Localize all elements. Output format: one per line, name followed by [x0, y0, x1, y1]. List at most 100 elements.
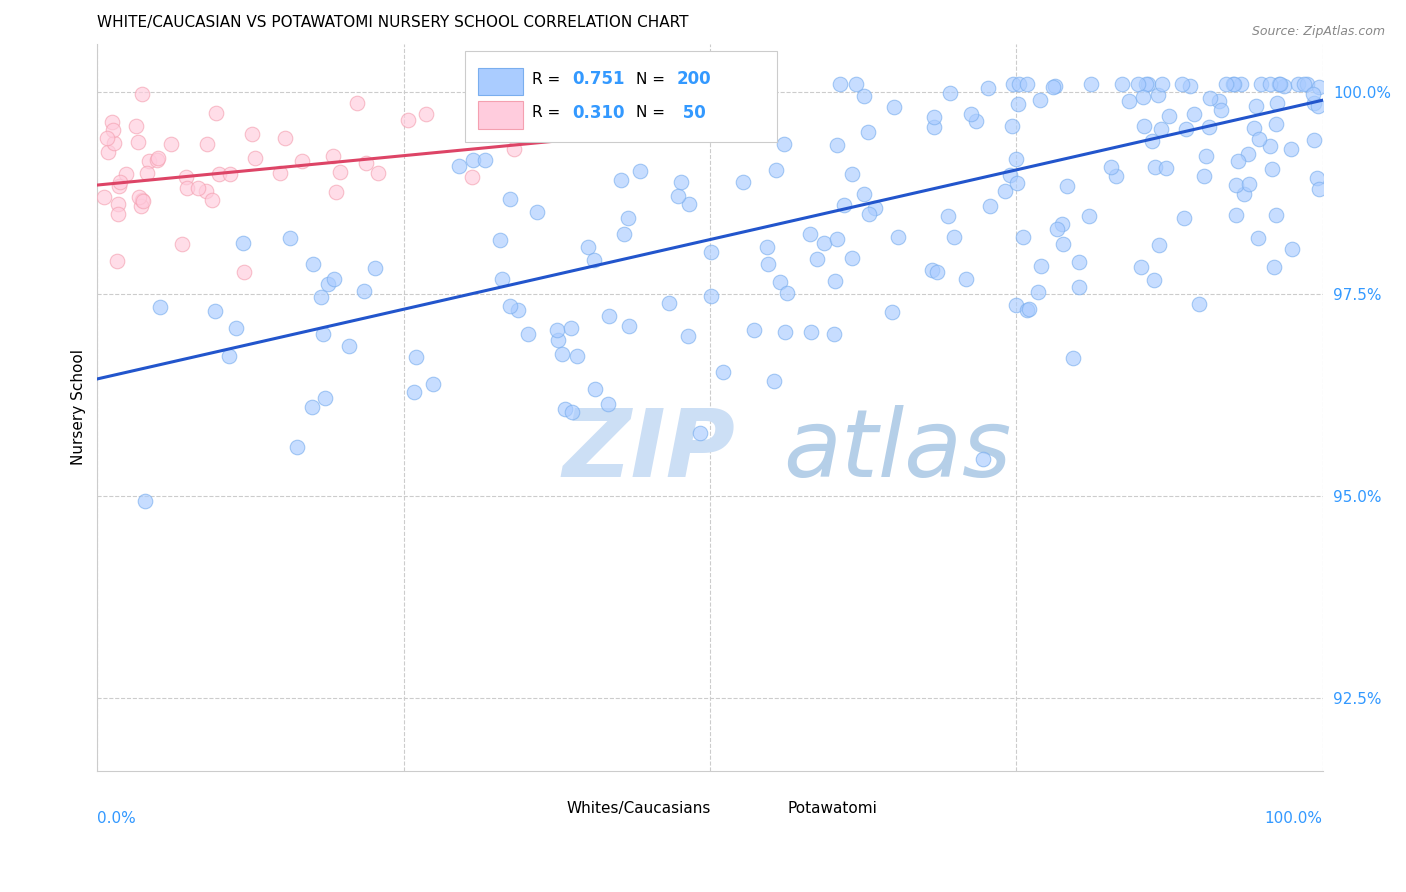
- Point: [127, 135, 149, 149]
- Point: [776, 286, 799, 301]
- Point: [1211, 103, 1233, 117]
- Point: [960, 107, 983, 121]
- Point: [1223, 77, 1246, 91]
- Point: [1056, 178, 1078, 193]
- Point: [132, 194, 155, 208]
- Point: [1067, 280, 1090, 294]
- Point: [1067, 255, 1090, 269]
- Text: Source: ZipAtlas.com: Source: ZipAtlas.com: [1251, 25, 1385, 38]
- Point: [138, 153, 160, 168]
- Point: [825, 232, 848, 246]
- Point: [172, 237, 194, 252]
- Point: [356, 155, 378, 169]
- Text: N =: N =: [637, 105, 671, 120]
- Point: [201, 194, 224, 208]
- Point: [405, 350, 427, 364]
- Point: [1050, 217, 1073, 231]
- Point: [1264, 118, 1286, 132]
- Point: [103, 136, 125, 151]
- Point: [713, 365, 735, 379]
- Point: [596, 397, 619, 411]
- Point: [309, 290, 332, 304]
- Point: [1029, 93, 1052, 107]
- FancyBboxPatch shape: [478, 101, 523, 128]
- Point: [823, 327, 845, 342]
- Point: [1303, 133, 1326, 147]
- Point: [1178, 78, 1201, 93]
- Point: [176, 169, 198, 184]
- Point: [880, 305, 903, 319]
- Point: [1173, 211, 1195, 225]
- Point: [1306, 99, 1329, 113]
- Point: [1012, 230, 1035, 244]
- Point: [1118, 94, 1140, 108]
- Point: [204, 304, 226, 318]
- Point: [1157, 109, 1180, 123]
- Point: [508, 303, 530, 318]
- Point: [240, 127, 263, 141]
- Point: [225, 321, 247, 335]
- Point: [160, 137, 183, 152]
- Point: [1263, 260, 1285, 274]
- Point: [415, 107, 437, 121]
- Text: N =: N =: [637, 71, 671, 87]
- Point: [287, 440, 309, 454]
- Point: [101, 115, 124, 129]
- Point: [131, 194, 153, 208]
- Text: 200: 200: [676, 70, 711, 88]
- Point: [1222, 77, 1244, 91]
- Point: [827, 138, 849, 153]
- Point: [858, 207, 880, 221]
- Point: [1249, 132, 1271, 146]
- Point: [1143, 273, 1166, 287]
- Point: [1195, 149, 1218, 163]
- Point: [1132, 90, 1154, 104]
- Point: [1261, 161, 1284, 176]
- Point: [1265, 95, 1288, 110]
- Point: [666, 188, 689, 202]
- Point: [1171, 77, 1194, 91]
- Point: [742, 323, 765, 337]
- Point: [149, 300, 172, 314]
- Point: [1133, 120, 1156, 134]
- Point: [546, 323, 568, 337]
- Point: [1007, 77, 1029, 91]
- Point: [1215, 77, 1237, 91]
- Point: [1080, 77, 1102, 91]
- Text: 0.0%: 0.0%: [97, 811, 136, 826]
- Point: [733, 175, 755, 189]
- Point: [93, 189, 115, 203]
- Point: [856, 125, 879, 139]
- Point: [499, 192, 522, 206]
- Point: [583, 382, 606, 396]
- Point: [1018, 302, 1040, 317]
- Point: [1305, 170, 1327, 185]
- Point: [1295, 77, 1317, 91]
- Point: [700, 245, 723, 260]
- Point: [554, 402, 576, 417]
- Point: [1250, 77, 1272, 91]
- Point: [101, 123, 124, 137]
- Point: [756, 257, 779, 271]
- Point: [131, 87, 153, 101]
- Point: [769, 276, 792, 290]
- Point: [461, 153, 484, 168]
- Point: [1142, 135, 1164, 149]
- Point: [1260, 139, 1282, 153]
- Point: [773, 137, 796, 152]
- Point: [128, 189, 150, 203]
- Point: [1007, 96, 1029, 111]
- Point: [1192, 169, 1215, 183]
- Text: ZIP: ZIP: [562, 405, 735, 497]
- Point: [353, 284, 375, 298]
- Point: [1233, 186, 1256, 201]
- Point: [526, 204, 548, 219]
- Point: [645, 77, 668, 91]
- Point: [474, 153, 496, 167]
- Point: [1150, 121, 1173, 136]
- Point: [1225, 208, 1247, 222]
- Point: [841, 167, 863, 181]
- Point: [107, 207, 129, 221]
- Point: [561, 405, 583, 419]
- Point: [1226, 153, 1249, 168]
